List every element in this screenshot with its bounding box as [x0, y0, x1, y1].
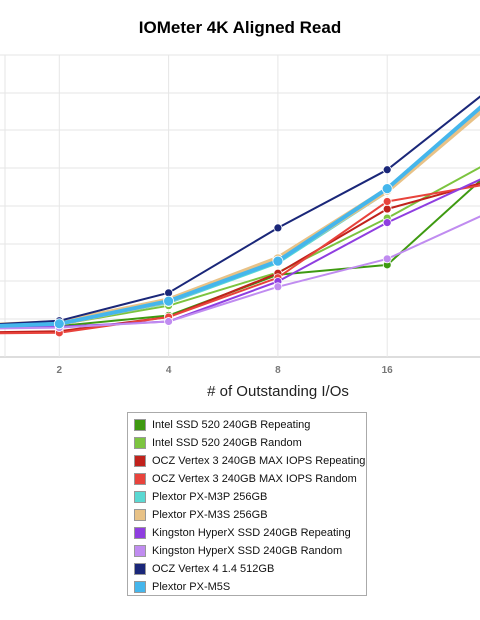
- data-point: [164, 317, 174, 326]
- data-point: [381, 183, 393, 195]
- legend: Intel SSD 520 240GB Repeating Intel SSD 5…: [127, 412, 367, 596]
- chart-title: IOMeter 4K Aligned Read: [138, 18, 342, 37]
- series-plextor-px-m5s: [0, 105, 480, 330]
- series-lines: [0, 95, 480, 338]
- series-ocz-vertex-3-240gb-max-iops-random: [0, 184, 480, 338]
- legend-swatch: [134, 581, 146, 593]
- series-line: [0, 179, 480, 329]
- legend-item: OCZ Vertex 4 1.4 512GB: [134, 560, 274, 578]
- legend-item: Kingston HyperX SSD 240GB Random: [134, 542, 342, 560]
- x-axis-label: # of Outstanding I/Os: [207, 383, 349, 400]
- legend-swatch: [134, 509, 146, 521]
- data-point: [164, 288, 174, 298]
- series-kingston-hyperx-ssd-240gb-random: [0, 215, 480, 332]
- legend-item: OCZ Vertex 3 240GB MAX IOPS Random: [134, 470, 357, 488]
- x-axis-ticks: 2 4 8 16: [57, 365, 394, 376]
- legend-label: Intel SSD 520 240GB Repeating: [152, 419, 311, 431]
- data-point: [273, 282, 283, 292]
- legend-label: Kingston HyperX SSD 240GB Repeating: [152, 527, 351, 539]
- legend-swatch: [134, 455, 146, 467]
- legend-label: Plextor PX-M5S: [152, 581, 231, 593]
- data-point: [273, 223, 283, 233]
- data-point: [382, 197, 392, 206]
- data-point: [382, 204, 392, 214]
- legend-item: Intel SSD 520 240GB Random: [134, 434, 302, 452]
- data-point: [163, 295, 175, 307]
- legend-item: Plextor PX-M5S: [134, 578, 230, 596]
- legend-item: Plextor PX-M3P 256GB: [134, 488, 267, 506]
- line-chart: 2 4 8 16 # of Outstanding I/Os: [0, 54, 480, 400]
- legend-swatch: [134, 491, 146, 503]
- legend-item: Intel SSD 520 240GB Repeating: [134, 416, 310, 434]
- series-line: [0, 184, 480, 335]
- series-line: [0, 215, 480, 330]
- x-tick-label: 8: [275, 365, 281, 376]
- legend-label: OCZ Vertex 3 240GB MAX IOPS Random: [152, 473, 357, 485]
- legend-label: Intel SSD 520 240GB Random: [152, 437, 302, 449]
- legend-label: OCZ Vertex 3 240GB MAX IOPS Repeating: [152, 455, 366, 467]
- series-line: [0, 182, 480, 334]
- series-ocz-vertex-3-240gb-max-iops-repeating: [0, 182, 480, 336]
- legend-swatch: [134, 419, 146, 431]
- legend-swatch: [134, 527, 146, 539]
- x-tick-label: 16: [382, 365, 394, 376]
- series-plextor-px-m3p-256gb: [0, 106, 480, 329]
- series-line: [0, 95, 480, 326]
- legend-label: Plextor PX-M3P 256GB: [152, 491, 268, 503]
- series-line: [0, 105, 480, 328]
- legend-label: Plextor PX-M3S 256GB: [152, 509, 268, 521]
- series-line: [0, 106, 480, 328]
- legend-item: OCZ Vertex 3 240GB MAX IOPS Repeating: [134, 452, 365, 470]
- legend-item: Plextor PX-M3S 256GB: [134, 506, 268, 524]
- legend-label: OCZ Vertex 4 1.4 512GB: [152, 563, 275, 575]
- x-tick-label: 4: [166, 365, 172, 376]
- data-point: [272, 255, 284, 267]
- data-point: [382, 254, 392, 264]
- series-intel-ssd-520-240gb-repeating: [0, 179, 480, 331]
- legend-swatch: [134, 437, 146, 449]
- legend-label: Kingston HyperX SSD 240GB Random: [152, 545, 343, 557]
- legend-swatch: [134, 563, 146, 575]
- data-point: [53, 318, 65, 330]
- x-tick-label: 2: [57, 365, 63, 376]
- data-point: [382, 218, 392, 228]
- legend-item: Kingston HyperX SSD 240GB Repeating: [134, 524, 351, 542]
- data-point: [382, 165, 392, 175]
- legend-swatch: [134, 473, 146, 485]
- legend-swatch: [134, 545, 146, 557]
